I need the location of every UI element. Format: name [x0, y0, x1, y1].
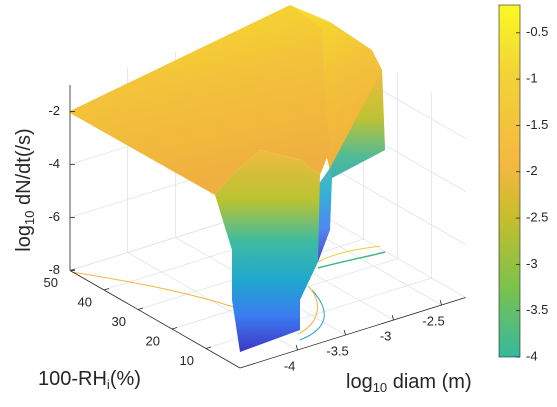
tick-mark — [205, 346, 212, 349]
axis-line — [69, 270, 241, 369]
surface-back-cliff — [318, 70, 385, 262]
floor-contour — [299, 289, 325, 341]
floor-contour — [297, 285, 318, 335]
colorbar-tick-label: -2.5 — [526, 209, 548, 224]
y-axis-label: 100-RHi(%) — [38, 368, 141, 392]
floor-contour — [317, 245, 381, 263]
z-tick-label: -2 — [48, 103, 60, 118]
floor-contour — [317, 251, 386, 269]
x-tick-label: -4 — [284, 358, 296, 373]
surface-cliff — [215, 150, 320, 352]
z-tick-label: -8 — [48, 262, 60, 277]
z-tick-label: -6 — [48, 209, 60, 224]
surface-sheet — [70, 5, 330, 195]
label-sub: 10 — [22, 211, 37, 225]
label-part: dN/dt(/s) — [13, 128, 35, 210]
x-tick-label: -3.5 — [326, 343, 348, 358]
colorbar-tick-label: -0.5 — [526, 24, 548, 39]
tick-mark — [295, 344, 298, 351]
label-part: log — [13, 225, 35, 252]
colorbar-tick-label: -2 — [526, 163, 538, 178]
tick-mark — [439, 299, 442, 306]
label-sub: i — [107, 377, 110, 392]
axis-line — [239, 297, 466, 369]
label-part: diam (m) — [387, 371, 471, 393]
colorbar-tick-label: -1.5 — [526, 117, 548, 132]
tick-mark — [343, 329, 346, 336]
x-tick-label: -3 — [380, 328, 392, 343]
label-part: log — [346, 371, 373, 393]
y-tick-label: 20 — [146, 333, 160, 348]
tick-mark — [391, 314, 394, 321]
z-tick-label: -4 — [48, 156, 60, 171]
colorbar-tick-label: -3.5 — [526, 302, 548, 317]
axes-layer: -8 -6 -4 -2 10 20 30 40 50 -4 -3.5 -3 -2.5 — [44, 85, 466, 373]
y-tick-label: 40 — [78, 294, 92, 309]
label-sub: 10 — [373, 380, 387, 395]
colorbar-tick-label: -1 — [526, 71, 538, 86]
x-tick-label: -2.5 — [422, 313, 444, 328]
colorbar — [498, 4, 521, 358]
x-axis-label: log10 diam (m) — [346, 371, 472, 395]
y-tick-label: 30 — [112, 314, 126, 329]
tick-mark — [171, 327, 178, 330]
label-part: 100-RH — [38, 368, 107, 390]
colorbar-tick-label: -3 — [526, 256, 538, 271]
colorbar-tick-label: -4 — [526, 348, 538, 363]
tick-mark — [137, 307, 144, 310]
z-axis-label: log10 dN/dt(/s) — [13, 128, 37, 251]
surface — [70, 5, 386, 352]
y-tick-label: 50 — [44, 275, 58, 290]
tick-mark — [69, 268, 76, 271]
y-tick-label: 10 — [180, 353, 194, 368]
label-part: (%) — [110, 368, 141, 390]
tick-mark — [103, 288, 110, 291]
